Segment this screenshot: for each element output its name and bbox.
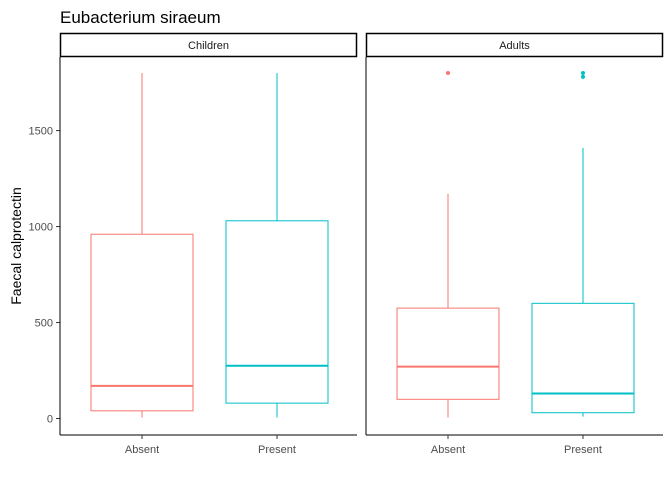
facet-panel-adults: Adults Absent Present: [365, 32, 664, 456]
y-tick-label: 500: [35, 318, 53, 330]
facet-panel-children: Children Absent Present: [59, 32, 358, 456]
box-present: [225, 73, 329, 418]
facet-strip: [365, 32, 664, 58]
y-tick-label: 1500: [29, 126, 53, 138]
facet-strip: [59, 32, 358, 58]
box-iqr: [90, 233, 194, 412]
box-iqr: [396, 307, 500, 400]
outlier-point: [581, 74, 585, 79]
facet-strip-label: Children: [188, 40, 229, 52]
x-tick-label: Present: [564, 444, 602, 456]
box-absent: [396, 71, 500, 418]
y-axis-title: Faecal calprotectin: [8, 187, 24, 305]
x-tick-label: Absent: [125, 444, 159, 456]
outlier-point: [446, 71, 450, 75]
y-tick-label: 1000: [29, 222, 53, 234]
box-present: [531, 71, 635, 417]
box-iqr: [225, 220, 329, 404]
x-tick-label: Absent: [431, 444, 465, 456]
chart-title: Eubacterium siraeum: [60, 8, 221, 27]
facet-strip-label: Adults: [499, 40, 530, 52]
facet-panels: Children Absent Present Adults Absent Present: [59, 32, 664, 456]
outlier-point: [581, 71, 585, 75]
box-iqr: [531, 302, 635, 414]
y-axis: 0 500 1000 1500: [29, 126, 60, 426]
box-absent: [90, 73, 194, 418]
x-tick-label: Present: [258, 444, 296, 456]
y-tick-label: 0: [47, 414, 53, 426]
